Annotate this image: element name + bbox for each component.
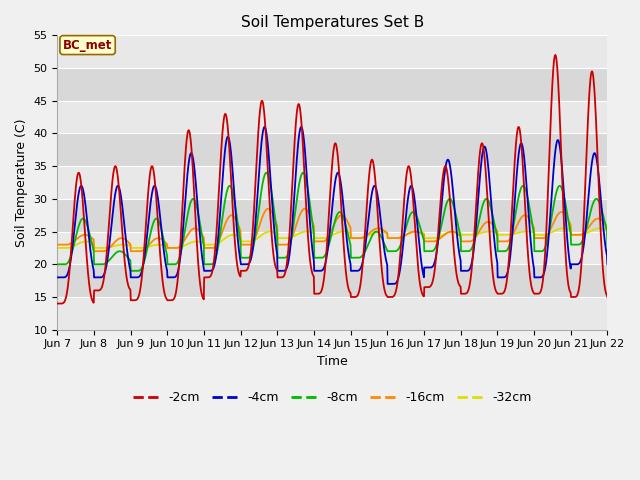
Bar [58,166,607,199]
Bar [58,199,607,231]
Bar [58,68,607,101]
Bar [58,101,607,133]
Bar [58,36,607,68]
Y-axis label: Soil Temperature (C): Soil Temperature (C) [15,118,28,247]
Text: BC_met: BC_met [63,38,112,51]
X-axis label: Time: Time [317,355,348,368]
Legend: -2cm, -4cm, -8cm, -16cm, -32cm: -2cm, -4cm, -8cm, -16cm, -32cm [128,386,536,409]
Bar [58,264,607,297]
Bar [58,133,607,166]
Bar [58,231,607,264]
Bar [58,297,607,330]
Title: Soil Temperatures Set B: Soil Temperatures Set B [241,15,424,30]
